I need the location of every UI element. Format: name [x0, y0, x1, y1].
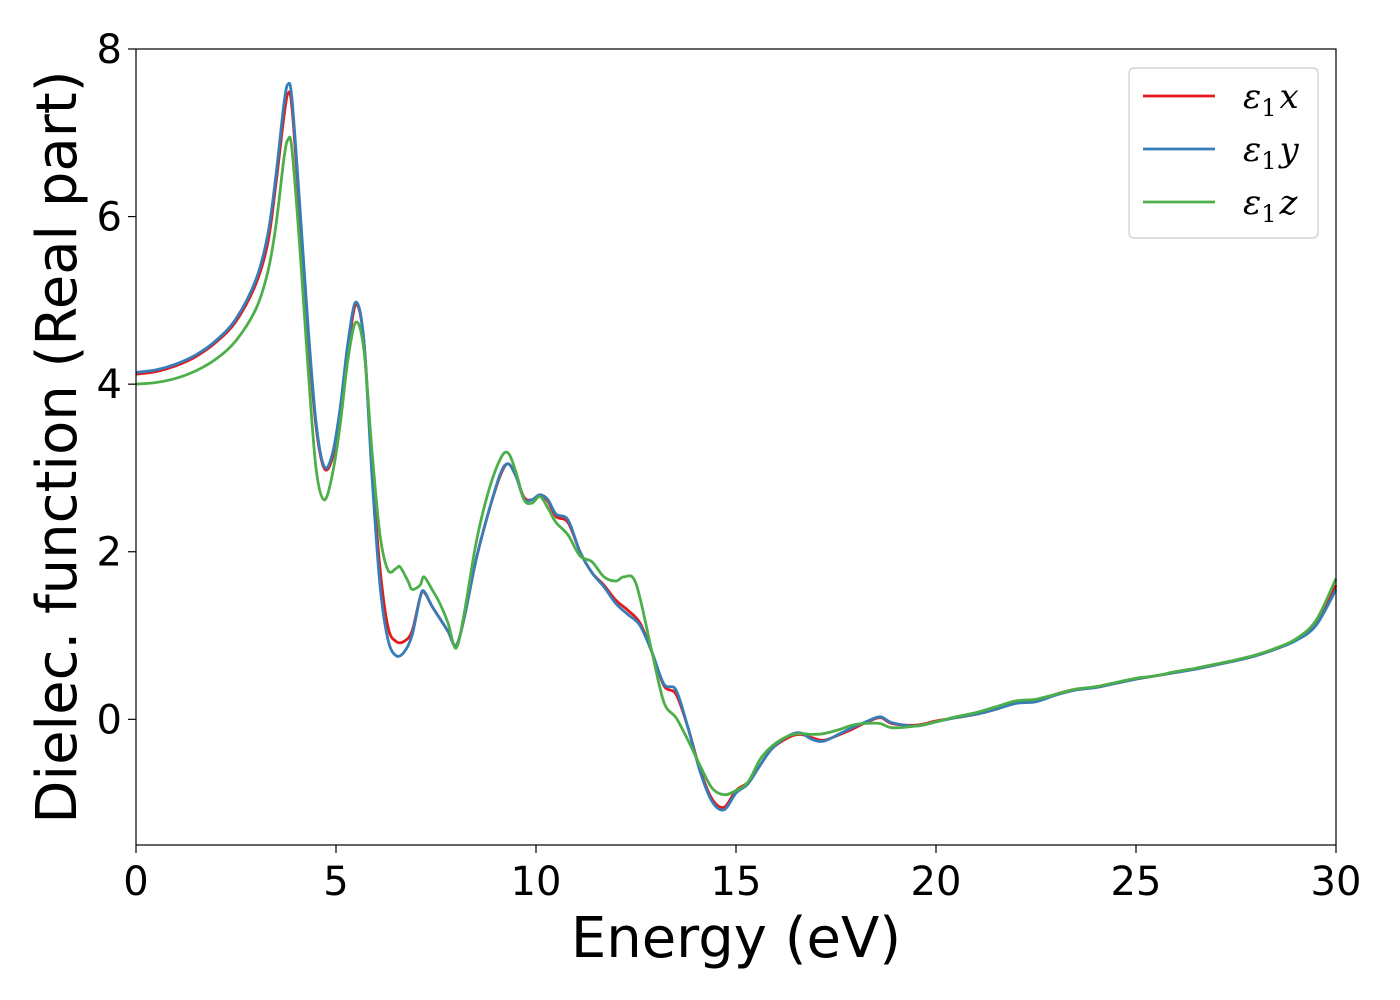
legend: ε1x ε1y ε1z — [1128, 67, 1319, 239]
x-tick-label: 0 — [123, 859, 148, 905]
y-axis-title: Dielec. function (Real part) — [25, 70, 90, 823]
legend-label-y: ε1y — [1243, 130, 1300, 175]
x-axis: 0 5 10 15 20 25 30 — [123, 845, 1361, 905]
x-tick-label: 10 — [511, 859, 562, 905]
y-tick-label: 2 — [97, 530, 122, 576]
x-tick-label: 20 — [911, 859, 962, 905]
y-tick-label: 0 — [97, 697, 122, 743]
y-tick-label: 6 — [97, 195, 122, 241]
x-tick-label: 25 — [1111, 859, 1162, 905]
y-tick-label: 4 — [97, 362, 122, 408]
series-line-z — [135, 135, 1338, 797]
y-axis: 0 2 4 6 8 — [97, 27, 136, 743]
legend-label-z: ε1z — [1243, 183, 1299, 228]
legend-box — [1128, 67, 1319, 239]
x-tick-label: 30 — [1311, 859, 1362, 905]
x-axis-title: Energy (eV) — [571, 906, 901, 971]
y-tick-label: 8 — [97, 27, 122, 73]
plot-area — [135, 81, 1338, 812]
x-tick-label: 5 — [323, 859, 348, 905]
x-tick-label: 15 — [711, 859, 762, 905]
series-line-y — [135, 81, 1338, 812]
legend-label-x: ε1x — [1243, 77, 1299, 122]
